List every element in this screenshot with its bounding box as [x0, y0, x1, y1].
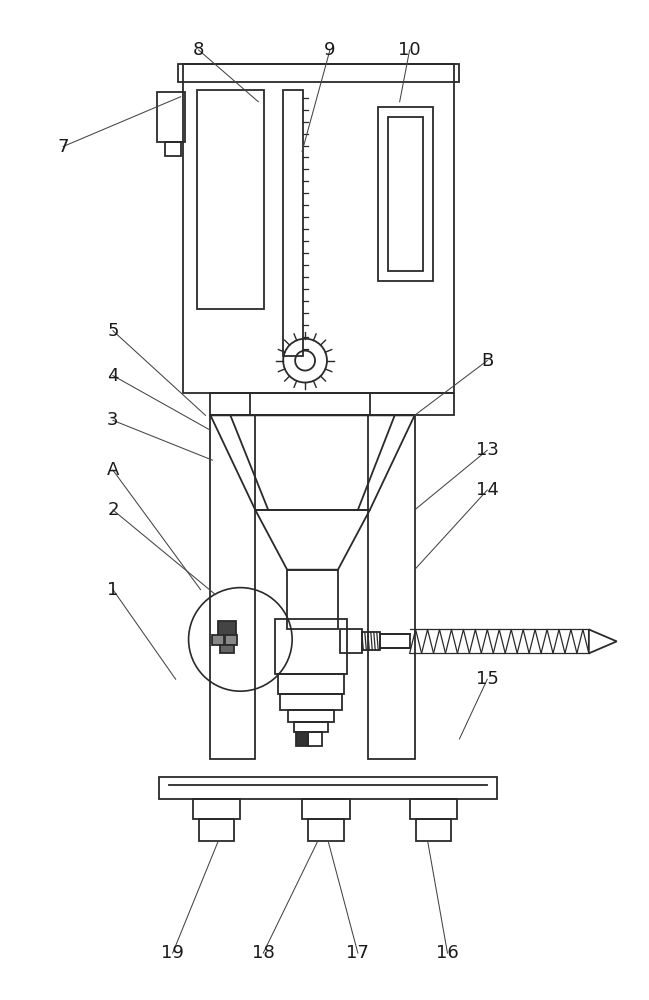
Text: A: A — [106, 461, 119, 479]
Bar — [165, 142, 180, 156]
Bar — [159, 777, 497, 799]
Bar — [415, 819, 452, 841]
Text: 8: 8 — [193, 41, 204, 59]
Text: 13: 13 — [476, 441, 498, 459]
Bar — [340, 629, 362, 653]
Bar — [362, 632, 380, 650]
Text: 19: 19 — [161, 944, 184, 962]
Bar — [156, 92, 184, 142]
Bar — [221, 645, 234, 653]
Bar — [368, 415, 415, 759]
Text: 14: 14 — [476, 481, 498, 499]
Bar — [251, 393, 370, 415]
Text: B: B — [481, 352, 493, 370]
Bar — [410, 799, 458, 819]
Bar — [225, 635, 238, 645]
Bar — [178, 64, 459, 82]
Bar — [296, 732, 308, 746]
Bar — [212, 635, 225, 645]
Text: 2: 2 — [107, 501, 119, 519]
Bar — [380, 634, 410, 648]
Text: 10: 10 — [398, 41, 421, 59]
Bar — [308, 732, 322, 746]
Text: 18: 18 — [252, 944, 275, 962]
Bar — [308, 819, 344, 841]
Text: 17: 17 — [347, 944, 369, 962]
Bar — [210, 393, 454, 415]
Text: 9: 9 — [324, 41, 336, 59]
Text: 16: 16 — [436, 944, 459, 962]
Bar — [278, 674, 344, 694]
Bar — [280, 694, 342, 710]
Bar — [219, 621, 236, 635]
Bar — [210, 415, 255, 759]
Bar — [294, 722, 328, 732]
Bar — [302, 799, 350, 819]
Bar — [283, 90, 303, 356]
Bar — [197, 90, 264, 309]
Bar — [275, 619, 347, 674]
Text: 5: 5 — [107, 322, 119, 340]
Bar — [287, 570, 338, 629]
Bar — [193, 799, 240, 819]
Bar — [387, 117, 422, 271]
Bar — [288, 710, 334, 722]
Text: 7: 7 — [57, 138, 69, 156]
Text: 4: 4 — [107, 367, 119, 385]
Text: 3: 3 — [107, 411, 119, 429]
Text: 1: 1 — [107, 581, 119, 599]
Text: 15: 15 — [476, 670, 498, 688]
Bar — [182, 64, 454, 393]
Bar — [378, 107, 432, 281]
Bar — [199, 819, 234, 841]
